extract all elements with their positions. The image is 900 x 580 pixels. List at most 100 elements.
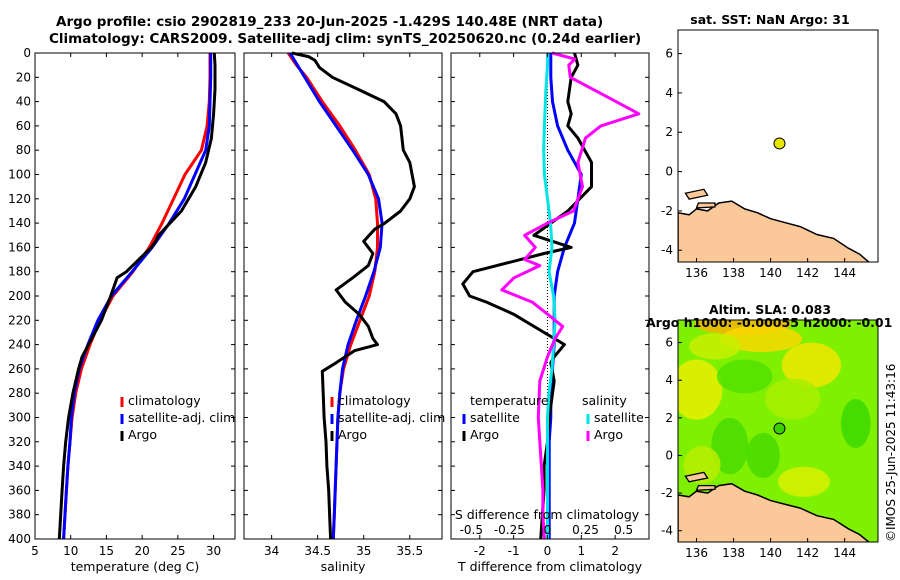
island: [684, 188, 709, 200]
sst_map-ytick-label: 0: [665, 165, 673, 179]
sst_map-title: sat. SST: NaN Argo: 31: [690, 12, 849, 27]
temperature-xtick-label: 20: [135, 544, 150, 558]
sla-patch: [689, 333, 741, 360]
depth-tick-label: 400: [8, 532, 31, 546]
difference-xtick-label: -1: [508, 544, 520, 558]
difference-top-tick-label: 0.25: [572, 523, 599, 537]
island: [684, 471, 709, 483]
sla_map-frame: [677, 319, 879, 543]
sla_map-argo-marker: [773, 422, 786, 435]
sst_map-ytick-label: 4: [665, 86, 673, 100]
difference-temperature-legend-label: satellite: [470, 410, 520, 425]
depth-tick-label: 20: [16, 70, 31, 84]
sst_map-argo-marker: [773, 137, 786, 150]
depth-tick-label: 200: [8, 289, 31, 303]
temperature-xtick-label: 30: [206, 544, 221, 558]
depth-tick-label: 120: [8, 192, 31, 206]
salinity-xtick-label: 35.5: [396, 544, 423, 558]
figure-title-line2: Climatology: CARS2009. Satellite-adj cli…: [49, 31, 642, 47]
sla-patch: [716, 359, 773, 394]
sla_map-xtick-label: 144: [833, 546, 856, 560]
figure-title-line1: Argo profile: csio 2902819_233 20-Jun-20…: [56, 14, 604, 30]
difference-panel: -2 -1 0 1 2T difference from climatology -0.5…: [450, 51, 650, 574]
salinity-series-satellite: [288, 52, 384, 540]
sst_map-xtick-label: 138: [722, 266, 745, 280]
depth-tick-label: 80: [16, 143, 31, 157]
temperature-xtick-label: 25: [170, 544, 185, 558]
sla-patch: [778, 466, 830, 497]
sst_map-frame: [677, 29, 879, 263]
sla-patch: [711, 417, 749, 475]
depth-tick-label: 180: [8, 265, 31, 279]
sst_map-ytick-label: 2: [665, 125, 673, 139]
temperature-xtick-label: 15: [99, 544, 114, 558]
new-guinea-land: [678, 482, 871, 542]
sst_map-ytick-label: 6: [665, 47, 673, 61]
sla_map-xtick-label: 136: [685, 546, 708, 560]
depth-tick-label: 320: [8, 435, 31, 449]
sla_map-xtick-label: 142: [796, 546, 819, 560]
difference-salinity-legend-label: Argo: [594, 427, 623, 442]
depth-tick-label: 140: [8, 216, 31, 230]
difference-salinity-legend-label: satellite: [594, 410, 644, 425]
sla-patch: [781, 342, 841, 388]
difference-xtick-label: 0: [544, 544, 552, 558]
depth-tick-label: 380: [8, 508, 31, 522]
island: [695, 202, 716, 209]
difference-top-xlabel: S difference from climatology: [455, 507, 640, 522]
sst_map-xtick-label: 136: [685, 266, 708, 280]
difference-top-tick-label: -0.5: [460, 523, 483, 537]
sst_map-xtick-label: 144: [833, 266, 856, 280]
sla-patch: [765, 378, 821, 420]
temperature-legend-label: climatology: [128, 393, 201, 408]
difference-xtick-label: 1: [577, 544, 585, 558]
salinity-legend-label: climatology: [338, 393, 411, 408]
depth-tick-label: 40: [16, 95, 31, 109]
sst_map-xtick-label: 142: [796, 266, 819, 280]
sla_map-xtick-label: 138: [722, 546, 745, 560]
sst_map-ytick-label: -2: [661, 204, 673, 218]
salinity-series-argo: [291, 51, 416, 540]
island: [695, 484, 716, 492]
difference-legend-temperature-title: temperature: [470, 393, 549, 408]
difference-series-s-argo: [500, 51, 641, 540]
sst_map-ytick-label: -4: [661, 243, 673, 257]
sla_map-ytick-label: 4: [665, 373, 673, 387]
temperature-series-argo: [57, 52, 217, 540]
salinity-plot-area: [244, 53, 442, 539]
depth-tick-label: 260: [8, 362, 31, 376]
temperature-legend-label: Argo: [128, 427, 157, 442]
sst_map-content: [678, 30, 878, 262]
sla-patch: [720, 325, 803, 352]
difference-temperature-legend-label: Argo: [470, 427, 499, 442]
depth-tick-label: 280: [8, 386, 31, 400]
difference-xlabel: T difference from climatology: [457, 559, 643, 574]
sst_map-xtick-label: 140: [759, 266, 782, 280]
sla_map-ytick-label: 2: [665, 411, 673, 425]
salinity-legend-label: satellite-adj. clim: [338, 410, 445, 425]
difference-xtick-label: 2: [611, 544, 619, 558]
depth-tick-label: 0: [23, 46, 31, 60]
sla-patch: [840, 399, 871, 448]
sla-patch: [746, 432, 780, 479]
sla_map-title: Altim. SLA: 0.083: [709, 302, 831, 317]
salinity-xtick-label: 34: [264, 544, 279, 558]
depth-tick-label: 160: [8, 240, 31, 254]
temperature-panel: 5 10 15 20 25 30 temperature (deg C) 0 20 40 60 80 1…: [8, 46, 236, 574]
salinity-xtick-label: 35: [356, 544, 371, 558]
sla_map-ytick-label: -4: [661, 524, 673, 538]
difference-xtick-label: -2: [474, 544, 486, 558]
depth-tick-label: 100: [8, 168, 31, 182]
difference-top-tick-label: 0: [544, 523, 552, 537]
sla-patch: [678, 359, 723, 420]
temperature-xlabel: temperature (deg C): [71, 559, 200, 574]
depth-tick-label: 220: [8, 313, 31, 327]
sla_map-ytick-label: 0: [665, 448, 673, 462]
sla_map-xtick-label: 140: [759, 546, 782, 560]
sla_map-ytick-label: 6: [665, 336, 673, 350]
difference-top-tick-label: 0.5: [614, 523, 633, 537]
depth-tick-label: 60: [16, 119, 31, 133]
temperature-xtick-label: 5: [31, 544, 39, 558]
depth-tick-label: 240: [8, 338, 31, 352]
